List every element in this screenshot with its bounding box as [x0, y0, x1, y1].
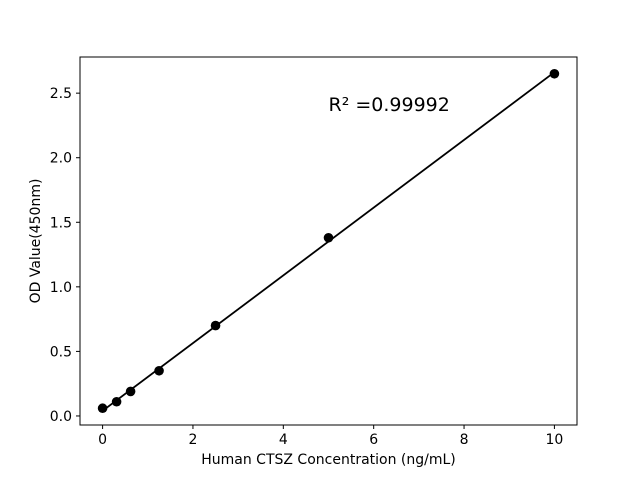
data-point [111, 396, 122, 407]
data-point [323, 232, 334, 243]
y-tick-label: 0.5 [50, 344, 72, 360]
x-tick-label: 6 [369, 432, 378, 448]
data-point [549, 68, 560, 79]
y-axis-label: OD Value(450nm) [28, 179, 44, 304]
data-point [97, 403, 108, 414]
y-tick-label: 1.5 [50, 215, 72, 231]
data-point [210, 320, 221, 331]
x-tick-label: 10 [545, 432, 563, 448]
r-squared-annotation: R² =0.99992 [329, 94, 450, 116]
y-tick-label: 2.0 [50, 151, 72, 167]
y-tick-label: 1.0 [50, 280, 72, 296]
plot-border [79, 56, 578, 426]
data-point [125, 386, 136, 397]
x-tick-label: 4 [279, 432, 288, 448]
axes: 0 2 4 6 8 10 0.0 0.5 1.0 1.5 2.0 2.5 [50, 56, 578, 448]
data-point [154, 365, 164, 376]
y-tick-label: 2.5 [50, 86, 72, 102]
x-tick-label: 0 [98, 432, 107, 448]
y-tick-label: 0.0 [50, 409, 72, 425]
x-tick-label: 8 [460, 432, 469, 448]
x-axis-label: Human CTSZ Concentration (ng/mL) [201, 452, 456, 468]
data-series [97, 68, 560, 414]
x-tick-label: 2 [188, 432, 197, 448]
